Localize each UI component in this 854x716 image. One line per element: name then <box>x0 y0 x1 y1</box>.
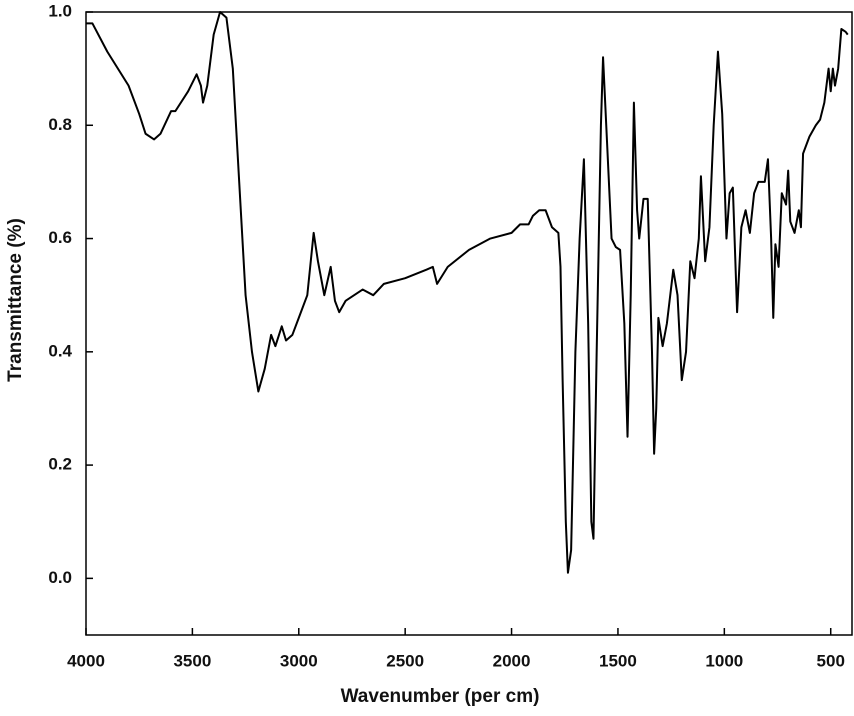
x-tick-label: 1000 <box>705 651 743 670</box>
plot-frame <box>85 11 853 636</box>
x-axis-title: Wavenumber (per cm) <box>341 686 540 707</box>
x-tick-label: 3000 <box>280 651 318 670</box>
y-tick-label: 0.2 <box>48 455 72 474</box>
y-tick-label: 0.6 <box>48 228 72 247</box>
x-tick-label: 1500 <box>599 651 637 670</box>
x-tick-label: 2500 <box>386 651 424 670</box>
x-tick-label: 500 <box>817 651 845 670</box>
x-tick-label: 3500 <box>173 651 211 670</box>
x-tick-label: 2000 <box>493 651 531 670</box>
y-tick-label: 0.0 <box>48 568 72 587</box>
y-tick-label: 0.4 <box>48 341 72 360</box>
y-axis-title: Transmittance (%) <box>5 218 26 382</box>
y-tick-label: 0.8 <box>48 115 72 134</box>
spectrum-line <box>86 11 849 574</box>
y-tick-label: 1.0 <box>48 1 72 20</box>
x-tick-label: 4000 <box>67 651 105 670</box>
